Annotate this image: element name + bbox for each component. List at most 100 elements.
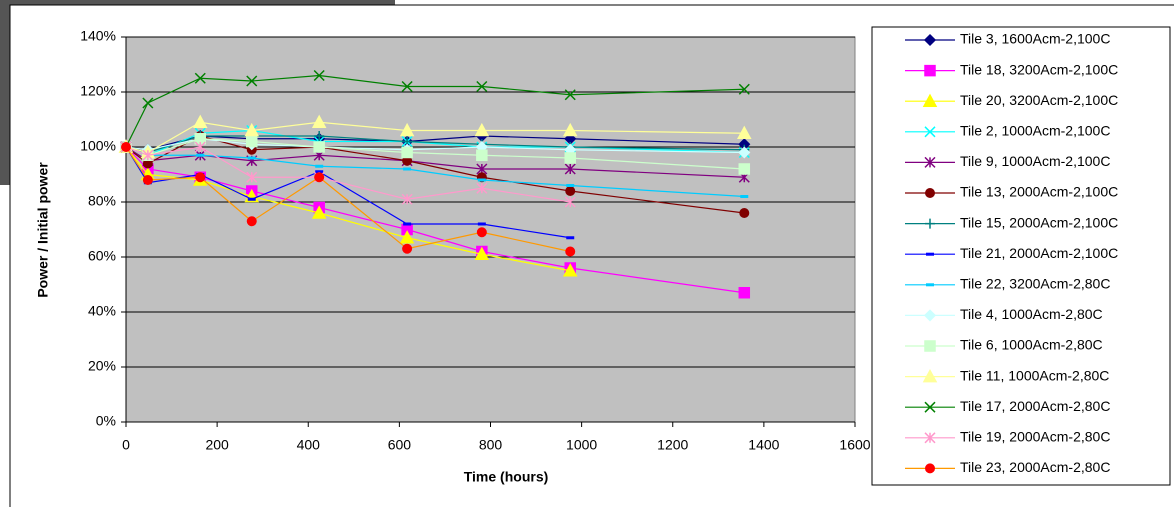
legend-label: Tile 3, 1600Acm-2,100C xyxy=(960,31,1110,47)
marker xyxy=(193,114,208,128)
y-tick-label: 20% xyxy=(88,358,116,374)
legend-label: Tile 23, 2000Acm-2,80C xyxy=(960,459,1110,475)
marker xyxy=(194,72,206,84)
legend-label: Tile 4, 1000Acm-2,80C xyxy=(960,306,1103,322)
y-tick-label: 0% xyxy=(96,413,116,429)
marker xyxy=(564,89,576,101)
marker xyxy=(142,175,153,185)
marker xyxy=(564,196,576,208)
x-axis-label: Time (hours) xyxy=(464,469,549,485)
series-line xyxy=(125,146,571,272)
marker xyxy=(195,172,206,183)
x-tick-label: 1600 xyxy=(839,437,870,453)
marker xyxy=(313,141,325,153)
marker xyxy=(476,149,488,161)
marker xyxy=(739,208,750,218)
legend xyxy=(871,26,1171,486)
legend-marker xyxy=(925,218,935,229)
legend-label: Tile 11, 1000Acm-2,80C xyxy=(960,367,1109,383)
series-line xyxy=(125,146,571,239)
marker xyxy=(399,122,415,137)
x-tick-label: 0 xyxy=(122,437,130,453)
legend-marker xyxy=(924,126,936,138)
legend-marker xyxy=(923,33,937,47)
legend-marker xyxy=(925,188,935,198)
marker xyxy=(476,80,488,93)
marker xyxy=(246,171,258,183)
marker xyxy=(565,186,576,196)
legend-label: Tile 6, 1000Acm-2,80C xyxy=(960,337,1103,353)
x-tick-label: 800 xyxy=(479,437,503,453)
marker xyxy=(564,163,576,175)
y-axis-label: Power / Initial power xyxy=(35,162,51,298)
y-tick-label: 140% xyxy=(80,28,116,44)
legend-marker xyxy=(924,156,936,168)
marker xyxy=(738,146,751,159)
legend-marker xyxy=(922,369,938,383)
marker xyxy=(314,172,325,183)
x-tick-label: 1400 xyxy=(748,437,779,453)
marker xyxy=(738,163,751,175)
marker xyxy=(565,246,576,257)
legend-label: Tile 17, 2000Acm-2,80C xyxy=(960,398,1110,414)
marker xyxy=(474,246,490,260)
marker xyxy=(474,122,490,137)
marker xyxy=(121,142,131,152)
marker xyxy=(476,182,488,194)
y-tick-label: 40% xyxy=(88,303,116,319)
marker xyxy=(564,152,576,164)
marker xyxy=(738,287,751,299)
plot-background xyxy=(125,36,856,423)
legend-marker xyxy=(924,401,936,413)
legend-label: Tile 18, 3200Acm-2,100C xyxy=(960,61,1118,77)
y-tick-label: 100% xyxy=(80,138,116,154)
marker xyxy=(244,122,260,137)
marker xyxy=(246,75,258,87)
marker xyxy=(402,243,413,254)
legend-marker xyxy=(923,309,937,322)
legend-label: Tile 19, 2000Acm-2,80C xyxy=(960,429,1110,445)
y-tick-label: 120% xyxy=(80,83,116,99)
marker xyxy=(311,205,327,219)
y-tick-label: 80% xyxy=(88,193,116,209)
marker xyxy=(311,114,327,128)
marker xyxy=(401,193,413,205)
marker xyxy=(562,122,578,137)
x-tick-label: 1000 xyxy=(566,437,597,453)
legend-marker xyxy=(924,340,936,352)
x-tick-label: 200 xyxy=(205,437,229,453)
marker xyxy=(194,133,207,145)
marker xyxy=(738,83,750,95)
legend-marker xyxy=(922,93,938,107)
marker xyxy=(399,230,415,244)
legend-label: Tile 2, 1000Acm-2,100C xyxy=(960,123,1110,139)
legend-label: Tile 21, 2000Acm-2,100C xyxy=(960,245,1118,261)
marker xyxy=(401,146,413,159)
legend-label: Tile 15, 2000Acm-2,100C xyxy=(960,214,1118,230)
legend-marker xyxy=(924,432,936,444)
legend-marker xyxy=(925,463,935,474)
marker xyxy=(142,149,154,161)
marker xyxy=(476,227,487,238)
x-tick-label: 600 xyxy=(388,437,412,453)
x-tick-label: 1200 xyxy=(657,437,688,453)
series-line xyxy=(125,146,571,253)
marker xyxy=(142,97,154,109)
marker xyxy=(401,80,413,93)
marker xyxy=(562,263,578,277)
marker xyxy=(246,216,257,227)
y-tick-label: 60% xyxy=(88,248,116,264)
legend-marker xyxy=(924,64,936,77)
marker xyxy=(314,131,325,141)
x-tick-label: 400 xyxy=(297,437,321,453)
marker xyxy=(246,135,258,148)
chart-frame xyxy=(9,4,1174,507)
series-line xyxy=(125,146,571,203)
legend-label: Tile 20, 3200Acm-2,100C xyxy=(960,92,1118,108)
legend-label: Tile 9, 1000Acm-2,100C xyxy=(960,153,1110,169)
marker xyxy=(313,69,325,82)
marker xyxy=(737,125,752,139)
legend-label: Tile 13, 2000Acm-2,100C xyxy=(960,184,1118,200)
legend-label: Tile 22, 3200Acm-2,80C xyxy=(960,276,1110,292)
